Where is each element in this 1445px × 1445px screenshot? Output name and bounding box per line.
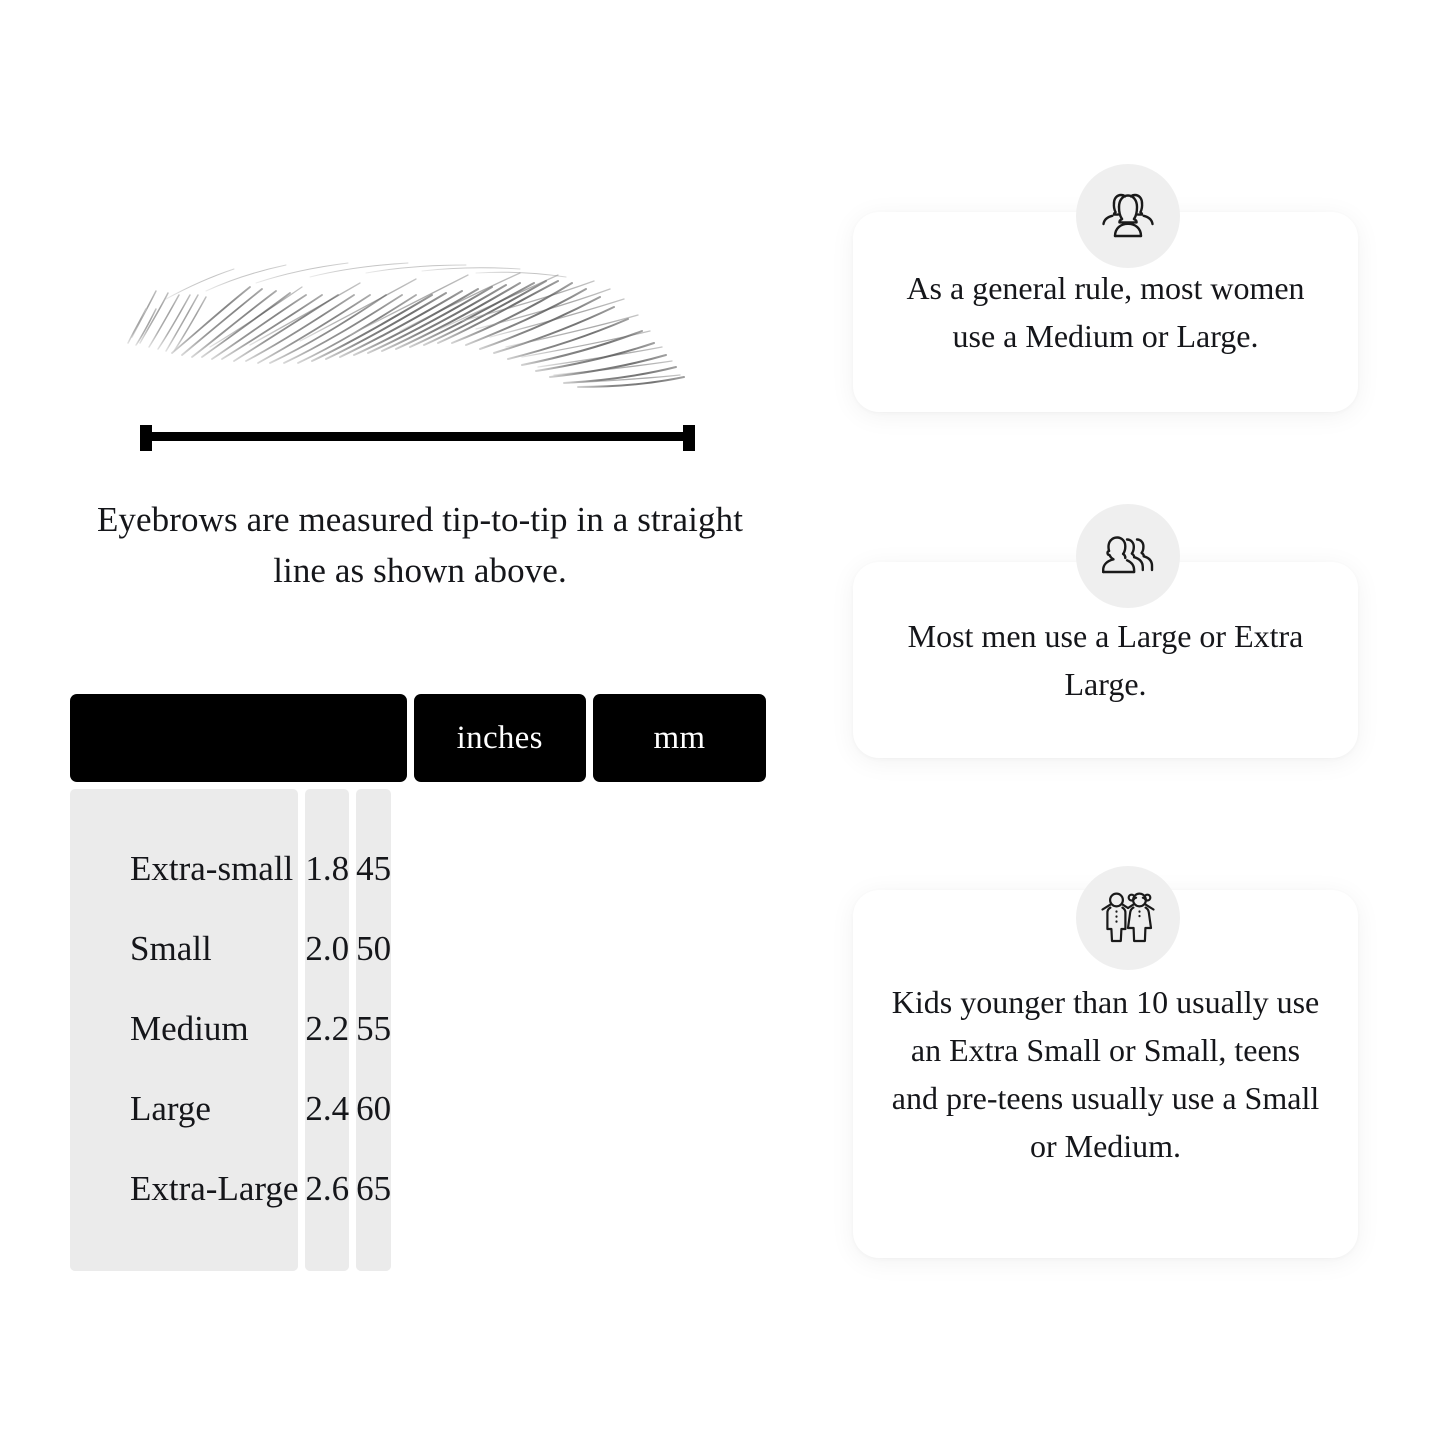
table-row: 45 [356, 849, 392, 888]
info-card-children: Kids younger than 10 usually use an Extr… [853, 890, 1358, 1258]
men-group-icon [1097, 531, 1159, 581]
children-pair-icon [1099, 889, 1157, 947]
right-column: As a general rule, most women use a Medi… [810, 0, 1445, 1445]
table-header-inches: inches [413, 694, 586, 782]
men-group-icon-bubble [1075, 504, 1180, 608]
figure-caption: Eyebrows are measured tip-to-tip in a st… [96, 500, 744, 590]
children-pair-icon-bubble [1075, 866, 1180, 970]
women-group-icon [1097, 190, 1159, 242]
size-table: inches mm Extra-small Small Medium Large… [70, 694, 766, 1271]
info-card-text: Kids younger than 10 usually use an Extr… [891, 984, 1320, 1164]
table-column-inches: 1.8 2.0 2.2 2.4 2.6 [305, 789, 350, 1271]
table-body: Extra-small Small Medium Large Extra-Lar… [70, 789, 766, 1271]
table-row: 1.8 [305, 849, 350, 888]
table-row: 60 [356, 1089, 392, 1128]
table-header-mm: mm [592, 694, 766, 782]
info-card-text: Most men use a Large or Extra Large. [907, 618, 1304, 702]
table-row: 2.4 [305, 1089, 350, 1128]
women-group-icon-bubble [1075, 164, 1180, 268]
table-row: Extra-small [130, 849, 294, 888]
table-row: Large [130, 1089, 211, 1128]
table-row: Small [130, 929, 212, 968]
eyebrow-illustration [127, 262, 685, 388]
measurement-bar [140, 425, 695, 451]
table-header-size [70, 694, 407, 782]
table-row: 65 [356, 1169, 392, 1208]
info-card-text: As a general rule, most women use a Medi… [906, 270, 1305, 354]
table-row: 50 [356, 929, 392, 968]
table-row: 2.0 [305, 929, 350, 968]
info-card-women: As a general rule, most women use a Medi… [853, 212, 1358, 412]
eyebrow-measurement-figure [110, 225, 730, 465]
table-header-row: inches mm [70, 694, 766, 782]
table-column-size: Extra-small Small Medium Large Extra-Lar… [70, 789, 299, 1271]
table-row: Extra-Large [130, 1169, 299, 1208]
left-column: Eyebrows are measured tip-to-tip in a st… [70, 225, 766, 1271]
table-row: 2.6 [305, 1169, 350, 1208]
table-row: Medium [130, 1009, 249, 1048]
table-column-mm: 45 50 55 60 65 [356, 789, 392, 1271]
table-row: 55 [356, 1009, 392, 1048]
table-row: 2.2 [305, 1009, 350, 1048]
